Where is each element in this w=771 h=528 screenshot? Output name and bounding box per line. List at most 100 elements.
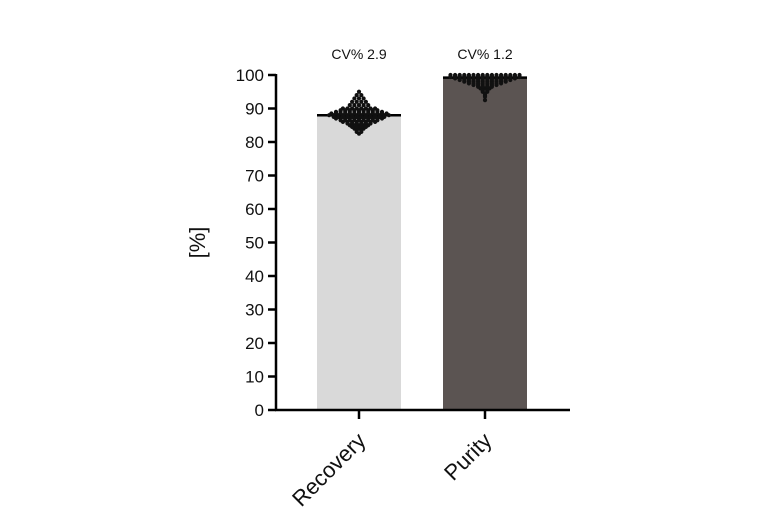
data-point-purity xyxy=(485,81,490,86)
data-point-purity xyxy=(517,74,522,80)
data-point-recovery xyxy=(361,111,366,116)
data-point-recovery xyxy=(366,111,371,116)
data-point-recovery xyxy=(338,111,343,116)
data-point-purity xyxy=(476,84,481,89)
data-point-recovery xyxy=(366,108,371,113)
bar-purity xyxy=(443,77,527,411)
data-point-recovery xyxy=(373,114,378,119)
data-point-recovery xyxy=(370,118,375,123)
data-point-recovery xyxy=(370,108,375,113)
data-point-recovery xyxy=(343,111,348,116)
data-point-recovery xyxy=(361,118,366,123)
data-point-purity xyxy=(462,74,467,80)
data-point-recovery xyxy=(370,111,375,116)
data-point-recovery xyxy=(356,89,362,94)
data-point-purity xyxy=(485,77,490,83)
data-point-recovery xyxy=(356,96,362,101)
data-point-recovery xyxy=(352,118,357,123)
y-tick-label: 50 xyxy=(245,234,264,253)
data-point-purity xyxy=(471,77,476,83)
data-point-recovery xyxy=(356,103,362,108)
cv-annotations: CV% 2.9 CV% 1.2 xyxy=(331,46,512,62)
data-points xyxy=(327,72,522,136)
data-point-purity xyxy=(503,77,508,83)
data-point-recovery xyxy=(356,131,362,136)
data-point-purity xyxy=(466,81,471,86)
data-point-recovery xyxy=(375,108,380,113)
y-tick-label: 80 xyxy=(245,133,264,152)
data-point-purity xyxy=(489,84,494,89)
data-point-purity xyxy=(462,77,467,83)
cv-annotation-purity: CV% 1.2 xyxy=(457,46,512,62)
cv-annotation-recovery: CV% 2.9 xyxy=(331,46,386,62)
data-point-recovery xyxy=(361,108,366,113)
y-tick-label: 30 xyxy=(245,301,264,320)
data-point-recovery xyxy=(384,111,389,116)
data-point-purity xyxy=(508,77,513,83)
bar-recovery xyxy=(317,115,401,410)
data-point-purity xyxy=(508,74,513,80)
data-point-recovery xyxy=(359,99,364,104)
data-point-recovery xyxy=(356,108,362,113)
data-point-recovery xyxy=(354,99,359,104)
data-point-purity xyxy=(480,84,485,89)
data-point-purity xyxy=(499,81,504,86)
data-point-recovery xyxy=(366,118,371,123)
data-point-recovery xyxy=(363,114,368,119)
data-point-recovery xyxy=(354,121,359,126)
data-point-recovery xyxy=(375,118,380,123)
data-point-purity xyxy=(503,74,508,80)
x-tick-label-recovery: Recovery xyxy=(287,428,370,511)
data-point-purity xyxy=(482,91,488,96)
data-point-purity xyxy=(489,74,494,80)
data-point-purity xyxy=(466,77,471,83)
y-tick-label: 70 xyxy=(245,167,264,186)
data-point-recovery xyxy=(363,99,368,104)
data-point-recovery xyxy=(363,121,368,126)
data-point-recovery xyxy=(359,128,364,133)
data-point-recovery xyxy=(336,114,341,119)
data-point-recovery xyxy=(343,108,348,113)
data-point-recovery xyxy=(359,121,364,126)
data-point-recovery xyxy=(352,108,357,113)
data-point-recovery xyxy=(347,111,352,116)
data-point-recovery xyxy=(347,118,352,123)
data-point-recovery xyxy=(329,111,334,116)
data-point-recovery xyxy=(354,128,359,133)
data-point-recovery xyxy=(377,114,382,119)
data-point-recovery xyxy=(345,121,350,126)
data-point-purity xyxy=(480,77,485,83)
data-point-purity xyxy=(453,74,458,80)
data-point-recovery xyxy=(375,111,380,116)
bars xyxy=(317,76,527,411)
data-point-recovery xyxy=(361,103,366,108)
data-point-recovery xyxy=(338,108,343,113)
data-point-recovery xyxy=(350,99,355,104)
data-point-recovery xyxy=(354,93,359,98)
data-point-purity xyxy=(494,74,499,80)
data-point-recovery xyxy=(361,96,366,101)
data-point-recovery xyxy=(359,93,364,98)
y-tick-label: 100 xyxy=(236,66,264,85)
data-point-recovery xyxy=(352,96,357,101)
data-point-purity xyxy=(489,77,494,83)
data-point-recovery xyxy=(363,124,368,130)
data-point-purity xyxy=(494,81,499,86)
data-point-purity xyxy=(499,74,504,80)
data-point-purity xyxy=(471,74,476,80)
y-tick-label: 90 xyxy=(245,100,264,119)
data-point-purity xyxy=(480,81,485,86)
data-point-purity xyxy=(476,74,481,80)
data-point-purity xyxy=(471,81,476,86)
data-point-purity xyxy=(480,87,485,93)
data-point-recovery xyxy=(366,103,371,108)
data-point-recovery xyxy=(354,124,359,130)
data-point-purity xyxy=(476,77,481,83)
y-axis-label: [%] xyxy=(185,227,210,259)
data-point-recovery xyxy=(359,124,364,130)
data-point-recovery xyxy=(356,111,362,116)
data-point-recovery xyxy=(343,118,348,123)
data-point-purity xyxy=(466,74,471,80)
data-point-recovery xyxy=(352,103,357,108)
